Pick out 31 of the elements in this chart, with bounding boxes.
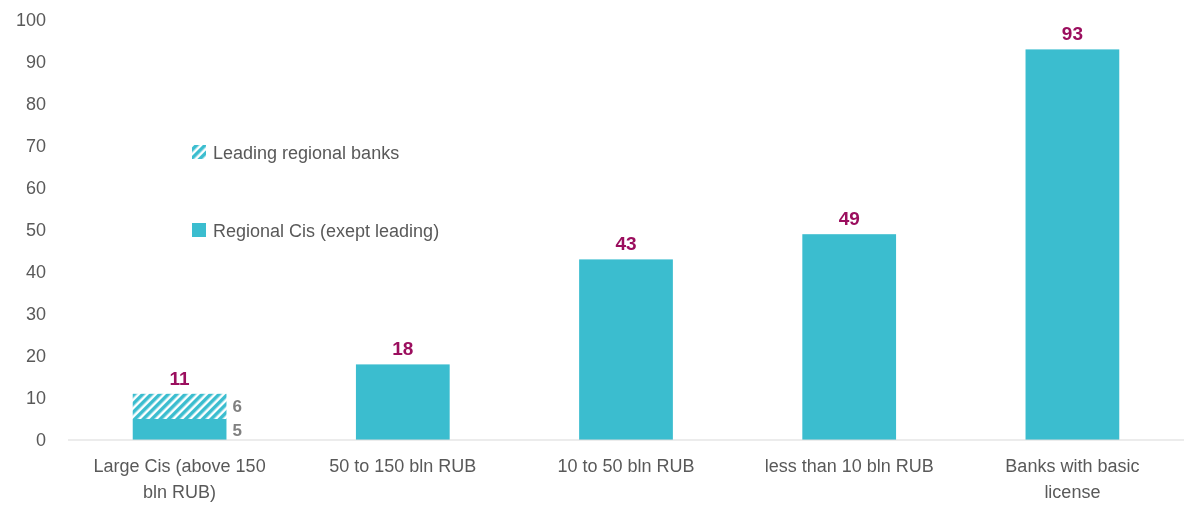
y-tick-label: 70 bbox=[25, 136, 46, 156]
x-tick-label: 50 to 150 bln RUB bbox=[329, 456, 477, 476]
x-tick-label: Large Cis (above 150 bln RUB) bbox=[93, 456, 266, 502]
y-tick-label: 80 bbox=[25, 94, 46, 114]
total-label: 18 bbox=[392, 338, 414, 360]
y-tick-label: 50 bbox=[25, 220, 46, 240]
y-tick-label: 20 bbox=[25, 346, 46, 366]
legend-label: Leading regional banks bbox=[213, 143, 400, 163]
total-label: 43 bbox=[615, 233, 637, 255]
total-label: 49 bbox=[838, 208, 860, 230]
y-tick-label: 30 bbox=[25, 304, 46, 324]
bar bbox=[132, 393, 227, 419]
x-tick-label: less than 10 bln RUB bbox=[764, 456, 934, 476]
y-tick-label: 100 bbox=[15, 10, 46, 30]
total-label: 93 bbox=[1061, 23, 1083, 45]
y-tick-label: 60 bbox=[25, 178, 46, 198]
data-label: 6 bbox=[232, 397, 242, 417]
y-tick-label: 90 bbox=[25, 52, 46, 72]
y-tick-label: 10 bbox=[25, 388, 46, 408]
x-tick-label: 10 to 50 bln RUB bbox=[557, 456, 695, 476]
y-tick-label: 0 bbox=[35, 430, 46, 450]
bar bbox=[132, 419, 227, 440]
bar bbox=[1025, 49, 1120, 440]
bar bbox=[579, 259, 673, 440]
total-label: 11 bbox=[169, 367, 191, 389]
bar bbox=[802, 234, 897, 440]
legend-label: Regional Cis (exept leading) bbox=[213, 221, 440, 241]
y-tick-label: 40 bbox=[25, 262, 46, 282]
bar bbox=[355, 364, 450, 440]
data-label: 5 bbox=[232, 420, 242, 440]
x-tick-label: Banks with basic license bbox=[1005, 456, 1140, 502]
